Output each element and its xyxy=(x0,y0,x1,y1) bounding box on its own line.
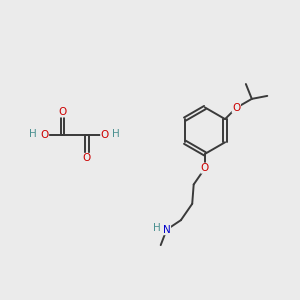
Text: H: H xyxy=(153,223,161,233)
Text: O: O xyxy=(40,130,49,140)
Text: H: H xyxy=(112,129,120,139)
Text: H: H xyxy=(29,129,37,139)
Text: O: O xyxy=(101,130,109,140)
Text: O: O xyxy=(58,107,66,117)
Text: O: O xyxy=(232,103,241,113)
Text: O: O xyxy=(83,153,91,163)
Text: N: N xyxy=(163,225,170,235)
Text: O: O xyxy=(201,163,209,173)
